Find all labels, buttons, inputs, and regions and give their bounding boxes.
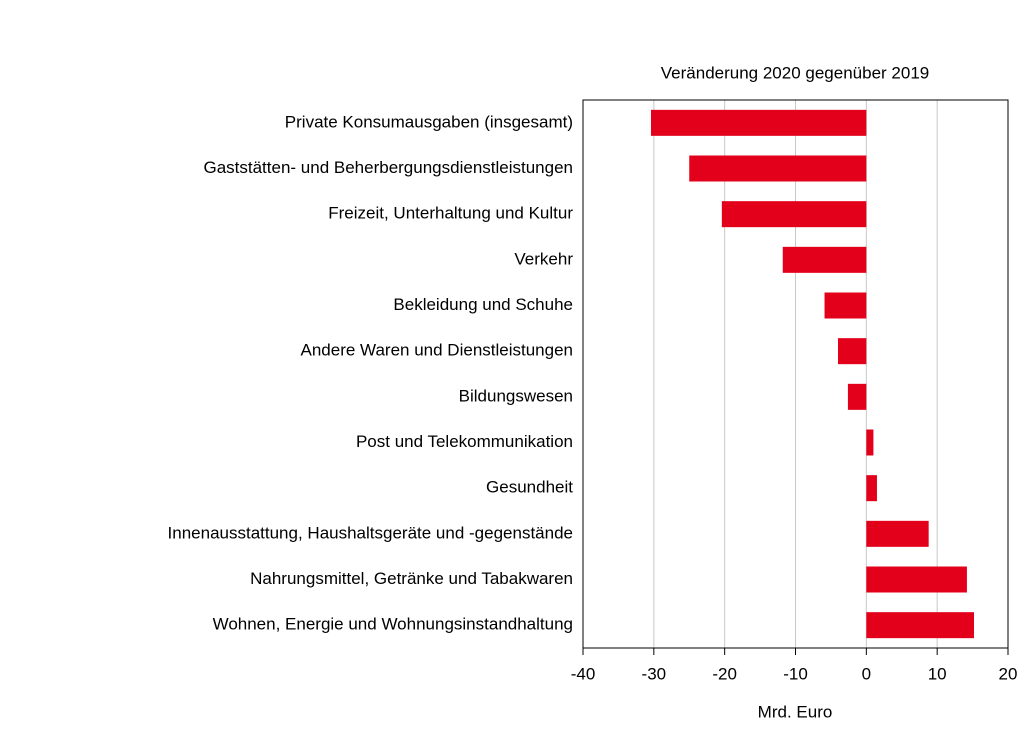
bar: [651, 109, 867, 136]
bar: [866, 429, 874, 456]
bar: [866, 520, 929, 547]
bar: [866, 566, 967, 593]
y-tick-label: Bekleidung und Schuhe: [393, 295, 573, 314]
x-tick-label: -30: [642, 664, 667, 683]
x-tick-label: 10: [928, 664, 947, 683]
y-tick-label: Private Konsumausgaben (insgesamt): [285, 112, 573, 131]
bar: [838, 338, 867, 365]
plot-frame: [582, 99, 1009, 649]
bar: [824, 292, 867, 319]
bar: [721, 201, 867, 228]
x-tick-label: 0: [862, 664, 871, 683]
y-tick-label: Bildungswesen: [459, 386, 573, 405]
y-tick-label: Innenausstattung, Haushaltsgeräte und -g…: [168, 523, 573, 542]
y-tick-label: Freizeit, Unterhaltung und Kultur: [328, 204, 573, 223]
y-tick-label: Wohnen, Energie und Wohnungsinstandhaltu…: [213, 615, 573, 634]
bar: [782, 246, 867, 273]
y-tick-label: Gesundheit: [486, 478, 573, 497]
x-tick-label: 20: [999, 664, 1018, 683]
x-tick-label: -10: [783, 664, 808, 683]
x-axis-label: Mrd. Euro: [758, 702, 833, 721]
y-tick-label: Andere Waren und Dienstleistungen: [301, 341, 573, 360]
bar: [689, 155, 867, 182]
y-tick-label: Gaststätten- und Beherbergungsdienstleis…: [203, 158, 573, 177]
y-tick-label: Verkehr: [514, 249, 573, 268]
y-tick-label: Post und Telekommunikation: [356, 432, 573, 451]
bar: [866, 475, 877, 502]
chart-title: Veränderung 2020 gegenüber 2019: [661, 63, 929, 82]
bar: [847, 383, 867, 410]
bar: [866, 612, 974, 639]
x-tick-label: -40: [571, 664, 596, 683]
y-tick-label: Nahrungsmittel, Getränke und Tabakwaren: [250, 569, 573, 588]
x-tick-label: -20: [712, 664, 737, 683]
